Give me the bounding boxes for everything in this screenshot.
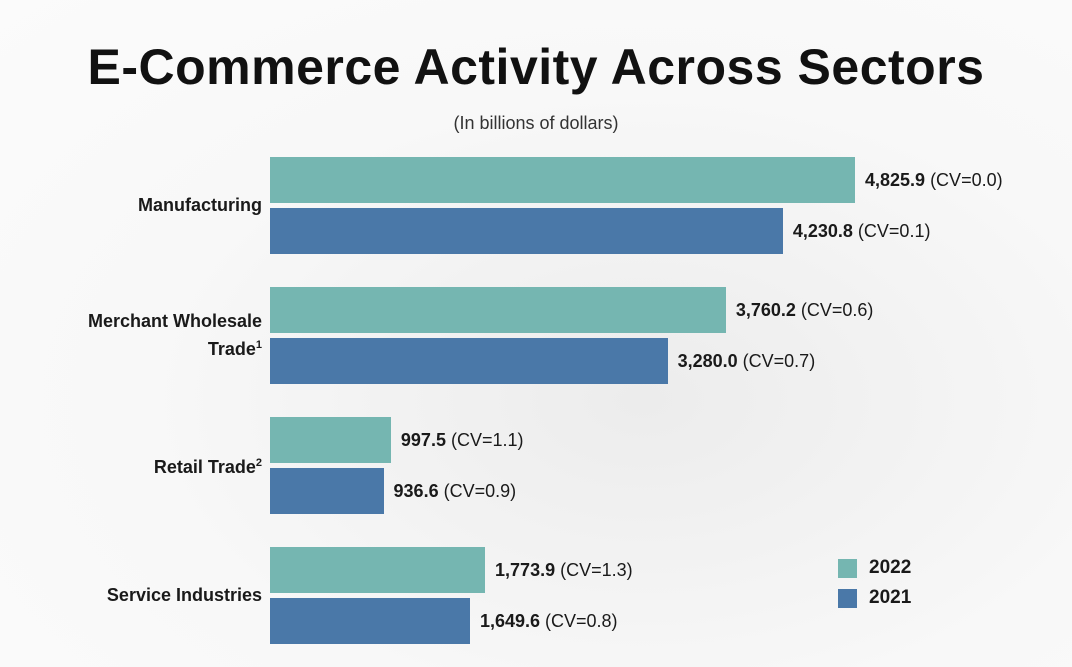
bar-2022 [270,287,726,333]
data-label-cv: (CV=0.8) [540,611,618,631]
chart-title: E-Commerce Activity Across Sectors [87,39,985,95]
legend-item-2022: 2022 [838,553,911,583]
category-label: Merchant Wholesale Trade1 [52,309,262,361]
bar-2022 [270,417,391,463]
data-label-value: 3,760.2 [735,300,796,320]
bar-2021 [270,468,384,514]
legend-swatch-2022 [838,558,857,578]
bar-2021 [270,208,783,254]
data-label-value: 3,280.0 [677,351,738,371]
footnote-marker: 1 [255,339,262,351]
data-label-cv: (CV=0.9) [438,481,517,501]
data-label-value: 936.6 [393,481,439,501]
data-label-cv: (CV=1.1) [445,430,524,450]
bar-2022 [270,157,855,203]
legend-item-2021: 2021 [838,583,911,613]
data-label: 3,280.0 (CV=0.7) [678,350,816,372]
data-label: 4,825.9 (CV=0.0) [865,169,1003,191]
chart-subtitle: (In billions of dollars) [453,113,619,133]
data-label: 1,773.9 (CV=1.3) [495,559,633,581]
data-label-cv: (CV=0.7) [737,351,816,371]
category-label: Retail Trade2 [154,451,262,479]
legend: 2022 2021 [838,553,911,613]
category-label: Manufacturing [138,193,262,217]
data-label-value: 1,649.6 [479,611,541,631]
data-label: 997.5 (CV=1.1) [401,429,524,451]
data-label-value: 997.5 [400,430,446,450]
category-label-text: Retail Trade [153,457,256,477]
data-label-cv: (CV=0.0) [925,170,1003,190]
bar-2021 [270,598,470,644]
category-label-text: Merchant Wholesale Trade [87,311,262,359]
data-label-cv: (CV=0.1) [852,221,931,241]
data-label-cv: (CV=1.3) [555,560,633,580]
data-label: 936.6 (CV=0.9) [394,480,517,502]
data-label: 3,760.2 (CV=0.6) [736,299,874,321]
legend-label: 2021 [869,587,912,608]
footnote-marker: 2 [255,457,262,469]
data-label-value: 4,230.8 [792,221,853,241]
data-label-value: 4,825.9 [865,170,926,190]
category-label-text: Service Industries [106,585,262,605]
data-label: 4,230.8 (CV=0.1) [793,220,931,242]
data-label-value: 1,773.9 [495,560,556,580]
bar-2021 [270,338,668,384]
category-label: Service Industries [107,583,262,607]
legend-label: 2022 [869,557,912,578]
bar-2022 [270,547,486,593]
data-label-cv: (CV=0.6) [795,300,874,320]
data-label: 1,649.6 (CV=0.8) [480,610,618,632]
legend-swatch-2021 [838,588,857,608]
category-label-text: Manufacturing [138,195,262,215]
